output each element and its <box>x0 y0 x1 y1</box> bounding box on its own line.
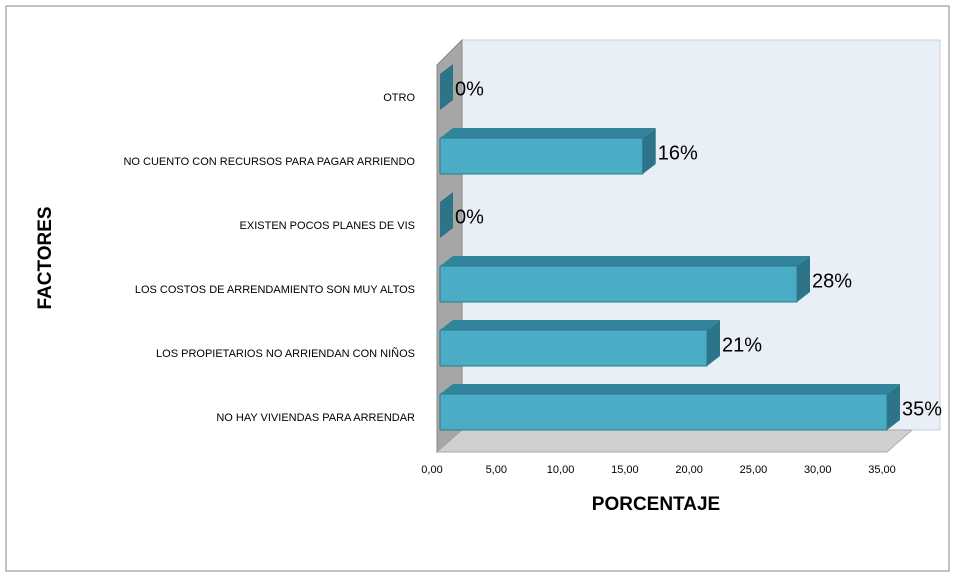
x-axis-title: PORCENTAJE <box>592 494 720 515</box>
x-tick-label: 25,00 <box>740 464 768 476</box>
bar-end <box>887 384 900 430</box>
y-tick-label: EXISTEN POCOS PLANES DE VIS <box>240 220 415 232</box>
x-tick-label: 10,00 <box>547 464 575 476</box>
y-tick-label: LOS COSTOS DE ARRENDAMIENTO SON MUY ALTO… <box>135 284 415 296</box>
bar-top <box>440 320 720 330</box>
bar-end <box>707 320 720 366</box>
bar-top <box>440 256 810 266</box>
back-wall <box>461 39 941 431</box>
bar-end <box>440 192 453 238</box>
bar <box>439 265 798 303</box>
bar-end <box>642 128 656 174</box>
y-tick-label: NO CUENTO CON RECURSOS PARA PAGAR ARRIEN… <box>123 156 415 168</box>
value-label: 21% <box>722 334 762 356</box>
bar-end <box>797 256 810 302</box>
value-label: 28% <box>812 270 852 292</box>
bar-top <box>440 128 656 138</box>
x-tick-label: 20,00 <box>675 464 703 476</box>
value-label: 35% <box>902 398 942 420</box>
y-tick-label: LOS PROPIETARIOS NO ARRIENDAN CON NIÑOS <box>156 347 415 360</box>
y-tick-label: OTRO <box>383 92 415 104</box>
value-label: 0% <box>455 206 484 228</box>
value-label: 0% <box>455 78 484 100</box>
bar-top <box>440 384 900 394</box>
bar <box>439 137 644 175</box>
x-tick-label: 35,00 <box>868 464 896 476</box>
value-label: 16% <box>658 142 698 164</box>
x-tick-label: 15,00 <box>611 464 639 476</box>
x-tick-label: 30,00 <box>804 464 832 476</box>
y-axis-title: FACTORES <box>35 206 56 309</box>
bar-end <box>440 64 453 110</box>
floor <box>435 429 914 453</box>
bar <box>439 329 708 367</box>
x-tick-label: 0,00 <box>421 464 442 476</box>
y-tick-label: NO HAY VIVIENDAS PARA ARRENDAR <box>216 412 415 424</box>
x-tick-label: 5,00 <box>486 464 507 476</box>
bar <box>439 393 888 431</box>
